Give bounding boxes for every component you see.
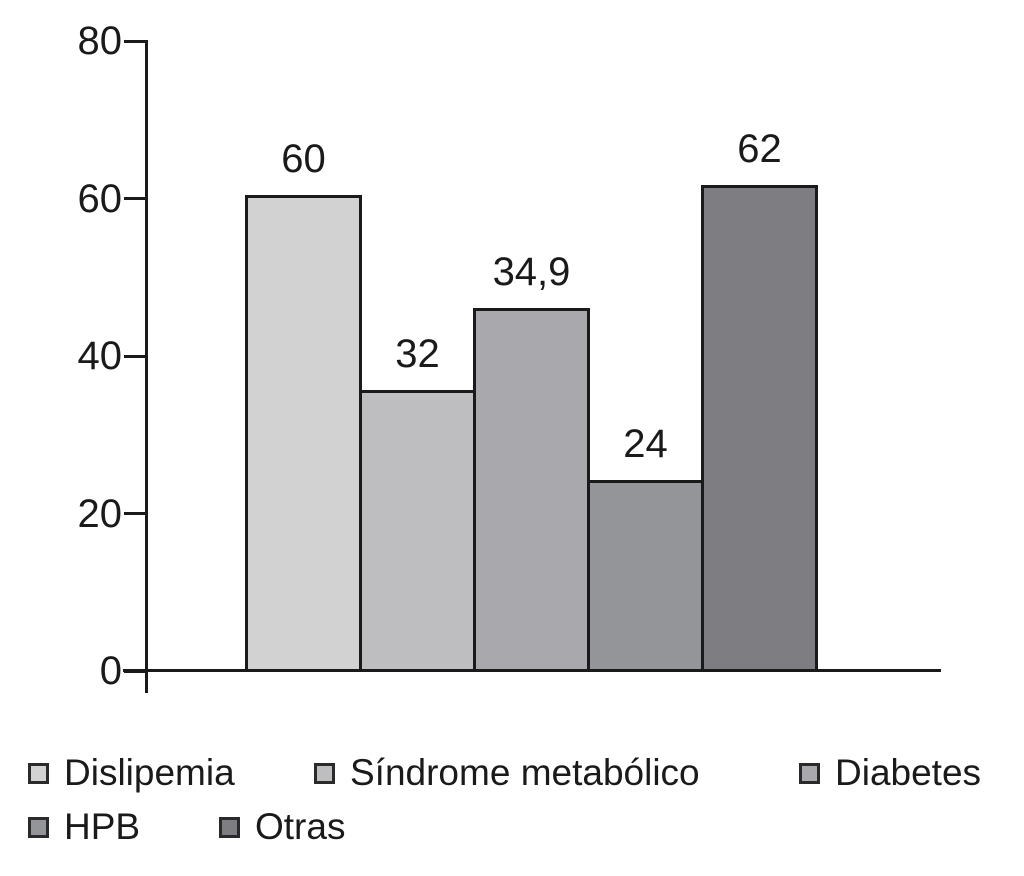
legend-swatch-icon	[219, 816, 240, 838]
legend-item-diabetes: Diabetes	[799, 750, 981, 796]
legend-swatch-icon	[314, 762, 335, 784]
bar-hpb	[587, 480, 704, 672]
bar-otras	[701, 185, 818, 672]
y-tick-label-80: 80	[77, 19, 123, 63]
bar-value-label-otras: 62	[737, 127, 782, 171]
legend-label: Síndrome metabólico	[350, 752, 700, 793]
bar-dislipemia	[245, 195, 362, 672]
legend-item-dislipemia: Dislipemia	[28, 750, 235, 796]
legend-item-otras: Otras	[219, 804, 345, 850]
y-tick-label-0: 0	[99, 649, 122, 693]
bar-value-label-hpb: 24	[623, 422, 668, 466]
bar-value-label-dislipemia: 60	[281, 137, 326, 181]
y-tick-label-40: 40	[77, 334, 123, 378]
legend-label: HPB	[64, 806, 141, 847]
y-axis-line	[145, 40, 148, 693]
y-tick-label-60: 60	[77, 176, 123, 221]
legend-label: Otras	[255, 806, 346, 847]
legend-swatch-icon	[28, 762, 49, 784]
y-tick-mark-60	[124, 197, 146, 200]
legend-label: Diabetes	[835, 752, 982, 793]
legend-swatch-icon	[799, 762, 820, 784]
bar-sindrome-metabolico	[359, 390, 476, 672]
x-axis-line	[123, 669, 941, 672]
bar-value-label-sindrome-metabolico: 32	[395, 332, 440, 376]
bar-diabetes	[473, 308, 590, 672]
legend-label: Dislipemia	[64, 752, 235, 793]
y-tick-mark-20	[124, 512, 146, 515]
legend-item-hpb: HPB	[28, 804, 140, 850]
y-tick-label-20: 20	[77, 491, 123, 536]
bar-value-label-diabetes: 34,9	[492, 250, 571, 294]
legend-swatch-icon	[28, 816, 49, 838]
y-tick-mark-40	[124, 354, 146, 358]
legend-item-sindrome-metabolico: Síndrome metabólico	[314, 750, 700, 796]
y-tick-mark-80	[124, 39, 146, 43]
